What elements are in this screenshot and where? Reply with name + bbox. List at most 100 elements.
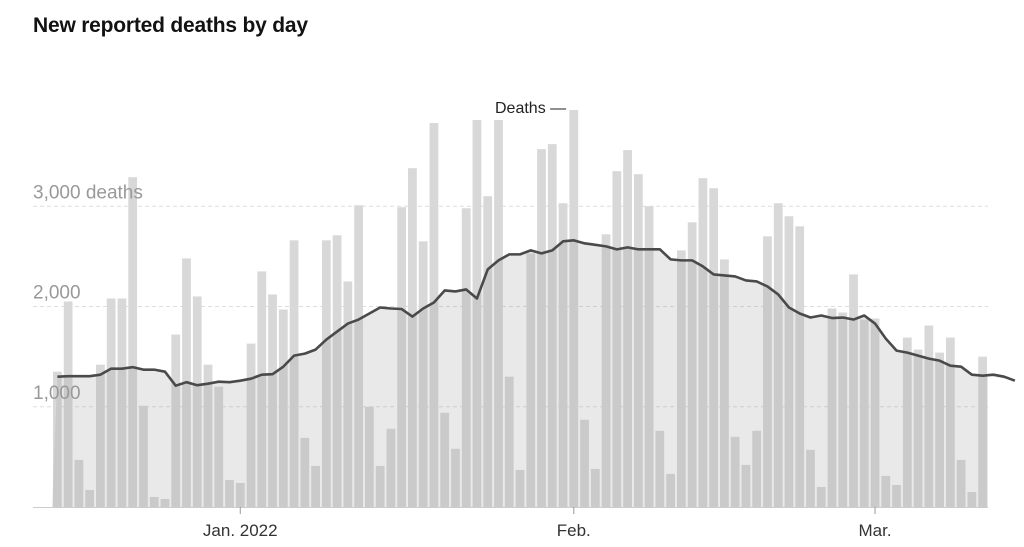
daily-bar (720, 259, 729, 507)
daily-bar (881, 475, 891, 507)
daily-bar (687, 222, 697, 508)
daily-bar (408, 168, 417, 507)
daily-bar (741, 464, 751, 507)
x-tick-label: Mar. (859, 521, 892, 540)
daily-bar (85, 489, 95, 507)
daily-bar (806, 449, 815, 507)
daily-bar (343, 281, 353, 507)
daily-bar (956, 459, 966, 507)
daily-bar (128, 177, 138, 508)
daily-bar (752, 430, 762, 507)
daily-bar (967, 491, 977, 507)
daily-bar (117, 298, 127, 507)
daily-bar (74, 459, 84, 507)
average-area (52, 240, 1015, 507)
daily-bar (870, 318, 880, 507)
daily-bar (569, 110, 579, 507)
labels: 1,000 2,000 3,000 deaths Deaths — (33, 100, 566, 404)
daily-bar (494, 120, 503, 507)
daily-bar (160, 498, 170, 507)
daily-bar (978, 356, 987, 507)
daily-bar (300, 437, 310, 507)
daily-bar (397, 207, 407, 507)
daily-bar (666, 473, 675, 507)
daily-bar (526, 253, 536, 507)
daily-bars (53, 110, 987, 508)
y-tick-label: 2,000 (33, 283, 81, 304)
daily-bar (849, 274, 858, 507)
daily-bar (698, 178, 708, 507)
x-tick-label: Jan. 2022 (203, 521, 278, 540)
series-label-deaths: Deaths — (495, 100, 566, 117)
daily-bar (945, 337, 955, 507)
daily-bar (278, 309, 288, 507)
daily-bar (257, 271, 267, 507)
daily-bar (902, 337, 912, 507)
daily-bar (429, 123, 439, 507)
daily-bar (537, 149, 546, 508)
daily-bar (461, 208, 471, 507)
daily-bar (451, 448, 460, 507)
daily-bar (289, 240, 299, 507)
daily-bar (246, 343, 256, 507)
daily-bar (547, 144, 557, 507)
daily-bar (375, 465, 385, 507)
daily-bar (655, 430, 665, 507)
daily-bar (924, 325, 934, 507)
y-tick-label: 3,000 deaths (33, 182, 143, 203)
average-line-path (57, 239, 1016, 387)
daily-bar (827, 308, 837, 507)
daily-bar (365, 406, 374, 507)
daily-bar (913, 349, 923, 507)
daily-bar (332, 235, 342, 507)
daily-bar (612, 171, 622, 507)
daily-bar (644, 206, 654, 507)
chart-title: New reported deaths by day (33, 14, 308, 37)
daily-bar (214, 386, 224, 507)
daily-bar (354, 205, 363, 507)
daily-bar (63, 301, 73, 507)
daily-bar (892, 484, 901, 507)
daily-bar (633, 174, 643, 508)
daily-bar (838, 312, 848, 507)
daily-bar (773, 203, 783, 507)
average-line (57, 239, 1016, 387)
daily-bar (623, 150, 632, 508)
daily-bar (677, 250, 686, 508)
daily-bar (472, 120, 482, 507)
daily-bar (590, 468, 600, 507)
daily-bar (418, 241, 428, 507)
daily-bar (171, 334, 181, 507)
daily-bar (53, 371, 62, 507)
daily-bar (795, 226, 805, 508)
daily-bar (225, 479, 234, 507)
daily-bar (763, 236, 772, 507)
daily-bar (580, 419, 589, 507)
average-area-fill (52, 240, 1015, 507)
daily-bar (558, 203, 568, 507)
daily-bar (515, 469, 525, 507)
daily-bar (816, 486, 826, 507)
daily-bar (859, 319, 869, 507)
daily-bar (149, 496, 159, 507)
daily-bar (504, 376, 514, 507)
daily-bar (203, 364, 213, 507)
daily-bar (311, 465, 320, 507)
daily-bar (139, 405, 148, 507)
daily-bar (321, 240, 331, 507)
x-axis: Jan. 2022 Feb. Mar. (33, 507, 988, 540)
daily-bar (709, 188, 719, 507)
daily-bar (935, 352, 944, 507)
daily-bar (483, 196, 493, 507)
x-tick-label: Feb. (557, 521, 591, 540)
daily-bar (386, 428, 396, 507)
y-tick-label: 1,000 (33, 383, 81, 404)
daily-bar (235, 482, 245, 507)
daily-bar (730, 436, 740, 507)
daily-bar (601, 234, 611, 507)
daily-bar (268, 294, 277, 507)
daily-bar (784, 216, 794, 507)
daily-bar (192, 296, 202, 507)
daily-bar (96, 364, 105, 507)
